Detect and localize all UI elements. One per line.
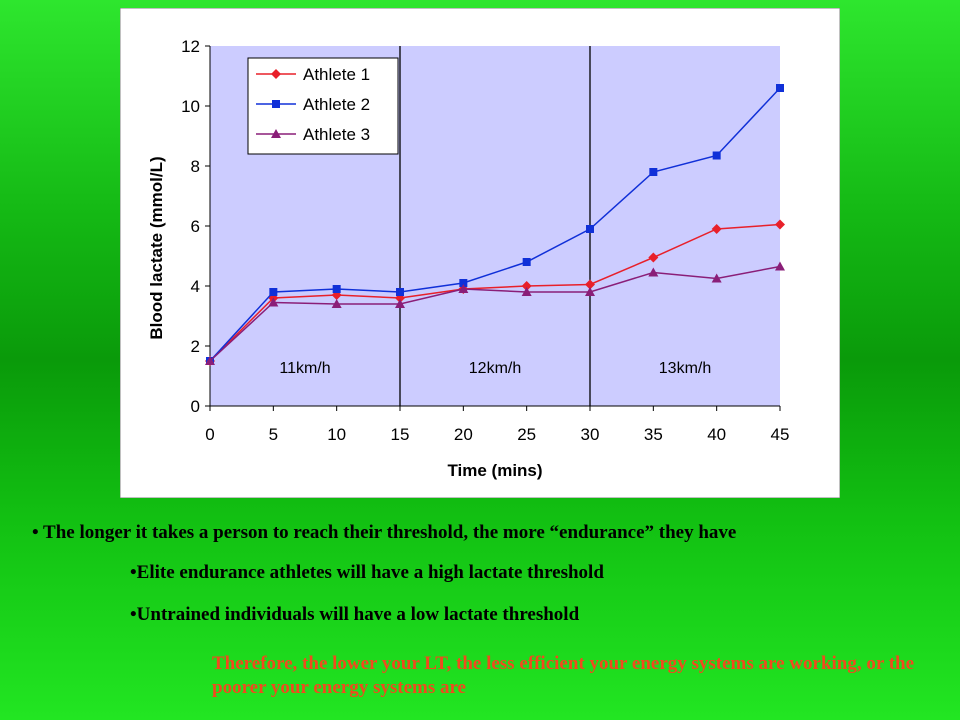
x-tick-label: 15 <box>391 425 410 444</box>
series-line-athlete-1 <box>209 223 781 362</box>
x-tick-label: 30 <box>581 425 600 444</box>
legend-marker <box>271 129 281 138</box>
data-point-athlete-3 <box>711 273 722 283</box>
data-point-athlete-2 <box>712 151 721 160</box>
x-tick-label: 0 <box>205 425 214 444</box>
data-point-athlete-3 <box>521 287 532 296</box>
x-tick-label: 40 <box>707 425 726 444</box>
data-point-athlete-2 <box>459 279 468 287</box>
x-tick-label: 25 <box>517 425 536 444</box>
bullet-elite-athletes: •Elite endurance athletes will have a hi… <box>130 562 604 583</box>
data-point-athlete-1 <box>648 252 659 263</box>
y-tick-label: 8 <box>191 157 200 176</box>
data-point-athlete-3 <box>775 261 785 271</box>
data-point-athlete-2 <box>332 285 341 293</box>
series-line-athlete-2 <box>209 87 781 362</box>
conclusion-text: Therefore, the lower your LT, the less e… <box>212 653 915 698</box>
y-tick-label: 2 <box>191 337 200 356</box>
chart-panel: 11km/h 12km/h 13km/h 0 2 4 6 8 10 12 0 5 10 15 20 25 30… <box>120 8 840 498</box>
data-point-athlete-2 <box>776 84 784 92</box>
legend-label: Athlete 2 <box>303 95 370 114</box>
data-point-athlete-3 <box>395 299 405 308</box>
data-point-athlete-1 <box>585 279 595 290</box>
data-point-athlete-3 <box>331 299 342 308</box>
data-point-athlete-1 <box>775 219 785 230</box>
bullet-endurance: • The longer it takes a person to reach … <box>32 522 737 543</box>
x-tick-label: 5 <box>269 425 278 444</box>
data-point-athlete-2 <box>269 288 278 296</box>
y-tick-label: 10 <box>181 97 200 116</box>
data-point-athlete-3 <box>585 287 595 296</box>
data-point-athlete-3 <box>458 284 469 293</box>
series-line-athlete-3 <box>209 265 781 362</box>
phase-speed-label: 12km/h <box>469 360 521 377</box>
x-tick-label: 10 <box>327 425 346 444</box>
y-tick-label: 0 <box>191 397 200 416</box>
data-point-athlete-1 <box>711 224 722 234</box>
legend-label: Athlete 3 <box>303 125 370 144</box>
x-tick-label: 20 <box>454 425 473 444</box>
bullet-untrained: •Untrained individuals will have a low l… <box>130 604 580 625</box>
data-point-athlete-3 <box>205 356 215 365</box>
data-point-athlete-3 <box>268 297 279 307</box>
phase-speed-label: 13km/h <box>659 360 711 377</box>
phase-speed-label: 11km/h <box>279 360 330 377</box>
y-tick-label: 12 <box>181 37 200 56</box>
x-tick-label: 45 <box>771 425 790 444</box>
lactate-chart: 11km/h 12km/h 13km/h 0 2 4 6 8 10 12 0 5 10 15 20 25 30… <box>120 8 840 498</box>
y-tick-label: 6 <box>191 217 200 236</box>
legend-label: Athlete 1 <box>303 65 370 84</box>
legend-marker <box>272 100 280 108</box>
data-point-athlete-2 <box>649 168 658 176</box>
data-point-athlete-1 <box>521 281 532 291</box>
data-point-athlete-2 <box>522 258 531 266</box>
data-point-athlete-2 <box>586 225 594 233</box>
x-tick-label: 35 <box>644 425 663 444</box>
data-point-athlete-2 <box>396 288 404 296</box>
legend-marker <box>271 69 281 79</box>
x-axis-title: Time (mins) <box>447 461 542 480</box>
data-point-athlete-3 <box>648 267 659 277</box>
y-axis-title: Blood lactate (mmol/L) <box>147 156 166 339</box>
y-tick-label: 4 <box>191 277 200 296</box>
